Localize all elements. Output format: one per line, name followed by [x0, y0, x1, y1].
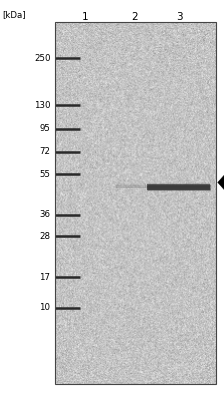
Text: 10: 10: [39, 304, 50, 312]
Text: 130: 130: [34, 101, 50, 110]
Text: [kDa]: [kDa]: [2, 10, 26, 19]
Text: 28: 28: [39, 232, 50, 241]
Text: 72: 72: [39, 147, 50, 156]
Bar: [55, 22, 216, 384]
Text: 250: 250: [34, 54, 50, 63]
Polygon shape: [218, 174, 224, 191]
Text: 1: 1: [82, 12, 88, 22]
Text: 95: 95: [39, 124, 50, 133]
Text: 55: 55: [39, 170, 50, 178]
Text: 3: 3: [176, 12, 183, 22]
Text: 17: 17: [39, 273, 50, 282]
Text: 36: 36: [39, 210, 50, 219]
Text: 2: 2: [131, 12, 138, 22]
